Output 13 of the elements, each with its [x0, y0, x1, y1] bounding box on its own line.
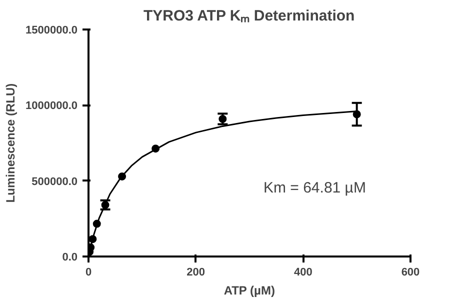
y-tick-label: 1000000.0 [26, 100, 78, 112]
y-tick-label: 1500000.0 [26, 24, 78, 36]
point [218, 114, 227, 123]
x-axis-title: ATP (µM) [224, 284, 275, 298]
y-tick-label: 0.0 [62, 252, 78, 264]
y-axis-title: Luminescence (RLU) [4, 83, 18, 203]
y-tick-label: 500000.0 [32, 176, 78, 188]
chart-title: TYRO3 ATP Kₘ Determination [143, 8, 355, 24]
x-tick-label: 200 [186, 266, 206, 278]
x-tick-label: 400 [294, 266, 312, 278]
x-tick-label: 0 [85, 266, 92, 278]
annotation: Km = 64.81 µM [264, 180, 366, 196]
x-tick-label: 600 [401, 266, 420, 278]
